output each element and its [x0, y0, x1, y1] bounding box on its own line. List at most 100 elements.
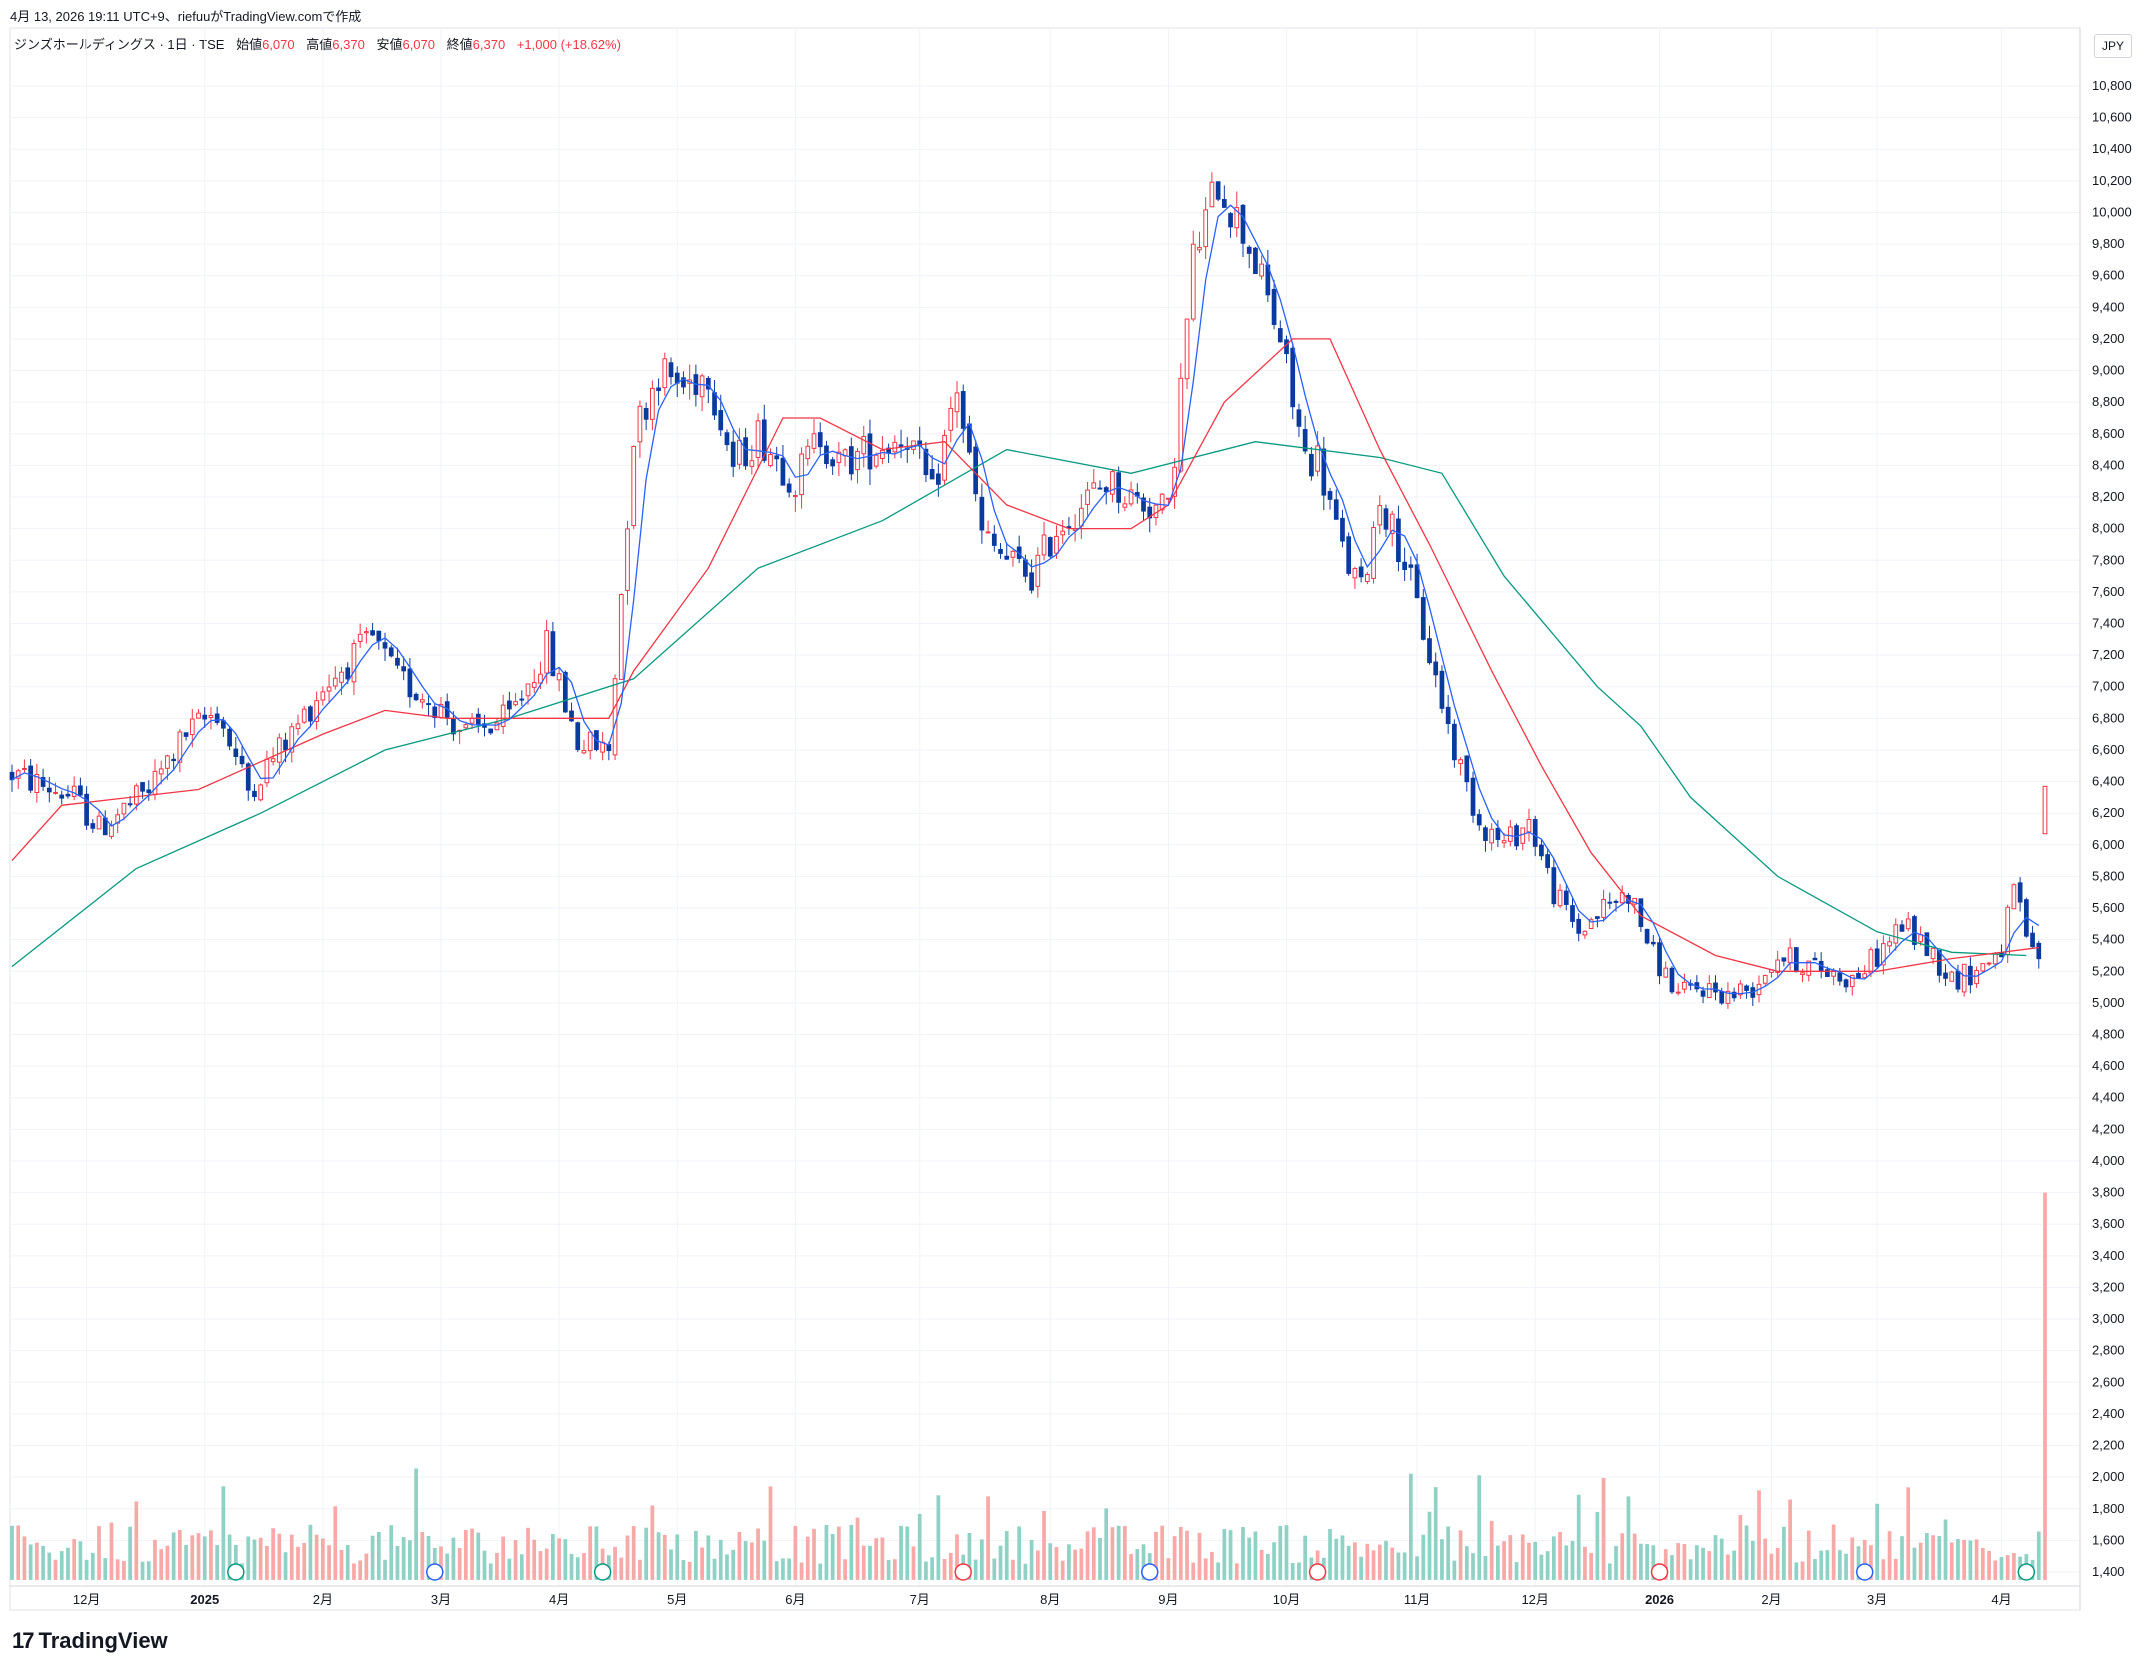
time-tick-label: 9月 [1158, 1592, 1178, 1607]
candle-body [960, 391, 966, 429]
currency-button[interactable]: JPY [2094, 34, 2132, 58]
price-tick-label: 6,200 [2092, 805, 2125, 820]
volume-bar [1384, 1540, 1388, 1580]
volume-bar [47, 1552, 52, 1580]
candle-body [1327, 491, 1333, 500]
volume-bar [1496, 1545, 1500, 1580]
volume-bar [1763, 1538, 1768, 1580]
volume-bar [694, 1530, 698, 1580]
ma-short-line [11, 204, 2040, 995]
candle-body [2030, 932, 2035, 948]
candle-body [1215, 181, 1221, 200]
volume-bar [1471, 1553, 1475, 1580]
candle-body [1159, 493, 1165, 511]
candle-body [1613, 900, 1619, 903]
volume-bar [420, 1532, 425, 1580]
volume-bar [942, 1558, 947, 1580]
candle-body [1955, 970, 1961, 990]
price-tick-label: 4,600 [2092, 1058, 2125, 1073]
candle-body [376, 630, 382, 642]
volume-bar [1060, 1560, 1065, 1580]
symbol-name[interactable]: ジンズホールディングス · 1日 · TSE [14, 37, 225, 52]
volume-bar [1371, 1550, 1376, 1580]
volume-bar [1589, 1553, 1594, 1580]
volume-bar [1110, 1527, 1115, 1580]
volume-bar [1850, 1537, 1855, 1580]
volume-bar [1558, 1532, 1562, 1580]
candle-body [575, 722, 581, 751]
volume-bar [457, 1548, 462, 1580]
volume-bar [1359, 1556, 1363, 1580]
candle-body [973, 446, 979, 495]
volume-bar [756, 1528, 760, 1580]
candle-body [631, 445, 637, 527]
volume-bar [1738, 1515, 1743, 1580]
candle-body [1178, 377, 1184, 472]
price-tick-label: 5,800 [2092, 868, 2125, 883]
volume-bar [526, 1527, 530, 1580]
candle-body [1364, 574, 1370, 582]
event-marker-icon [954, 1563, 972, 1581]
volume-bar [1172, 1536, 1177, 1580]
price-tick-label: 8,400 [2092, 457, 2125, 472]
volume-bar [992, 1558, 997, 1580]
candle-body [320, 691, 326, 701]
volume-bar [1881, 1559, 1886, 1580]
candle-body [127, 803, 133, 806]
candle-body [301, 708, 307, 723]
candle-body [1054, 535, 1059, 554]
volume-bar [495, 1552, 499, 1580]
candle-body [1452, 723, 1457, 761]
volume-bar [308, 1524, 313, 1580]
volume-bar [190, 1535, 195, 1580]
volume-bar [395, 1545, 400, 1580]
price-tick-label: 10,200 [2092, 173, 2132, 188]
candle-body [221, 720, 226, 729]
volume-bar [1234, 1563, 1239, 1580]
volume-bar [109, 1522, 114, 1580]
tradingview-logo[interactable]: 17 TradingView [12, 1628, 168, 1654]
time-tick-label: 4月 [549, 1592, 569, 1607]
volume-bar [352, 1563, 356, 1580]
candle-body [699, 375, 705, 398]
volume-bar [917, 1513, 922, 1580]
volume-bar [1900, 1536, 1904, 1580]
candle-body [531, 682, 537, 688]
volume-bar [16, 1525, 21, 1580]
time-tick-label: 12月 [1521, 1592, 1548, 1607]
volume-bar [880, 1537, 885, 1580]
price-axis[interactable]: 1,400 1,600 1,800 2,000 2,200 2,400 2,600 2,800… [2092, 78, 2132, 1579]
volume-bar [930, 1557, 934, 1580]
volume-bar [799, 1562, 804, 1580]
volume-bar [2012, 1553, 2016, 1580]
volume-bar [1421, 1534, 1426, 1580]
volume-bar [1023, 1563, 1028, 1580]
time-axis[interactable]: 12月 2025 2月 3月 4月 5月 6月 7月 8月 9月 10月 11月 12月 2026 2月 3月… [73, 1592, 2012, 1607]
candle-body [643, 408, 649, 420]
volume-bar [463, 1529, 468, 1580]
candle-body [1402, 561, 1407, 570]
volume-bar [1091, 1527, 1096, 1580]
volume-bar [1123, 1526, 1127, 1580]
volume-bar [1670, 1555, 1674, 1580]
candle-body [1321, 448, 1327, 496]
volume-bar [886, 1559, 891, 1580]
volume-bar [1527, 1542, 1531, 1580]
candle-body [382, 642, 388, 649]
candle-body [780, 457, 786, 486]
volume-bar [1595, 1511, 1600, 1580]
candle-body [538, 673, 543, 684]
candle-body [830, 459, 836, 467]
volume-bar [439, 1546, 443, 1580]
volume-bar [1464, 1546, 1469, 1580]
candle-body [1949, 971, 1955, 982]
candle-body [954, 392, 960, 413]
candle-body [9, 771, 15, 781]
candle-body [1725, 990, 1731, 1004]
volume-bar [1719, 1538, 1724, 1580]
candle-body [749, 460, 755, 467]
candle-body [395, 657, 400, 666]
time-tick-label: 11月 [1404, 1592, 1431, 1607]
price-chart[interactable]: 1,400 1,600 1,800 2,000 2,200 2,400 2,600 2,800… [0, 0, 2150, 1622]
candle-body [1806, 960, 1812, 976]
